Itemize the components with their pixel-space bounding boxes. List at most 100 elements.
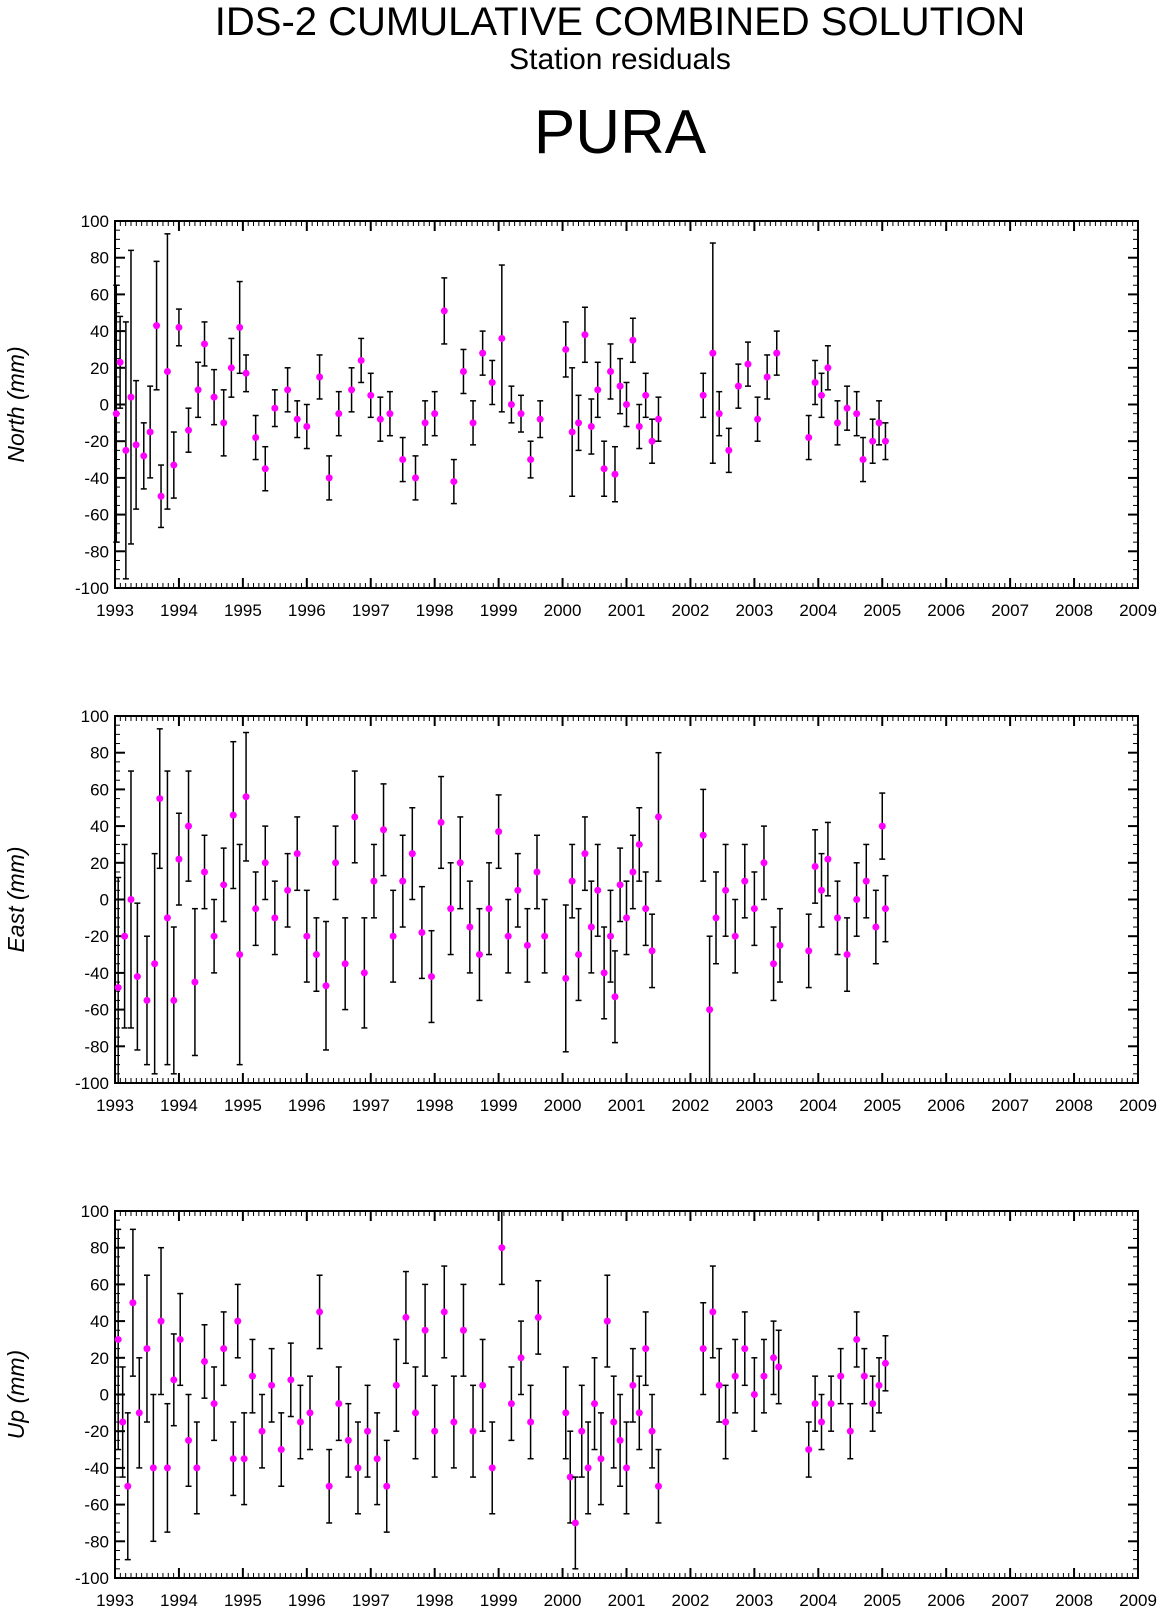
x-tick-label: 2001 [608,601,646,620]
data-point [129,1299,137,1307]
data-point [364,1427,372,1435]
data-point [412,1409,420,1417]
data-point [193,1464,201,1472]
data-point [296,1418,304,1426]
data-point [584,1464,592,1472]
data-point [603,1317,611,1325]
data-point [869,437,877,445]
data-point [642,905,650,913]
data-point [495,828,503,836]
y-tick-label: -20 [84,432,109,451]
data-point [153,322,161,330]
data-point [722,1418,730,1426]
x-tick-label: 2008 [1055,1591,1093,1610]
data-point [507,1400,515,1408]
data-point [846,1427,854,1435]
x-tick-label: 2004 [799,1591,837,1610]
data-point [776,941,784,949]
data-point [242,793,250,801]
data-point [185,1436,193,1444]
data-point [591,1400,599,1408]
data-point [600,969,608,977]
data-point [386,410,394,418]
data-point [760,1372,768,1380]
data-point [367,391,375,399]
data-point [284,886,292,894]
x-tick-label: 1998 [416,1096,454,1115]
data-point [818,886,826,894]
data-point [121,932,129,940]
data-point [699,1345,707,1353]
data-point [616,881,624,889]
data-point [600,465,608,473]
y-tick-label: 40 [90,322,109,341]
data-point [201,868,209,876]
data-point [236,951,244,959]
y-tick-label: -40 [84,1459,109,1478]
data-point [303,423,311,431]
data-point [741,877,749,885]
data-point [412,474,420,482]
data-point [571,1519,579,1527]
data-point [853,896,861,903]
data-point [427,973,435,981]
data-point [578,1427,586,1435]
y-tick-label: -100 [75,1074,109,1093]
data-point [562,974,570,982]
data-point [114,984,122,992]
data-point [715,410,723,418]
data-point [881,437,889,445]
x-tick-label: 2000 [544,601,582,620]
data-point [763,373,771,381]
data-point [475,951,483,959]
data-point [456,859,464,867]
data-point [380,826,388,834]
data-point [568,877,576,885]
data-point [348,386,356,394]
y-tick-label: 40 [90,1312,109,1331]
data-point [488,1464,496,1472]
data-point [325,1482,333,1490]
x-tick-label: 1993 [96,1096,134,1115]
data-point [325,474,333,482]
data-point [587,923,595,931]
data-point [261,859,269,867]
data-point [459,367,467,375]
data-point [648,947,656,955]
x-tick-label: 1999 [480,601,518,620]
data-point [805,1446,813,1454]
data-point [357,356,365,364]
data-point [709,1308,717,1316]
data-point [504,932,512,940]
data-point [699,831,707,839]
y-tick-label: -100 [75,579,109,598]
data-point [517,1354,525,1362]
y-tick-label: 20 [90,1349,109,1368]
x-tick-label: 1999 [480,1591,518,1610]
data-point [805,434,813,442]
x-tick-label: 2007 [991,1591,1029,1610]
x-tick-label: 2004 [799,1096,837,1115]
data-point [754,415,762,423]
data-point [507,401,515,408]
data-point [149,1464,157,1472]
chart-subtitle: Station residuals [509,43,731,76]
data-point [122,446,130,454]
x-tick-label: 2000 [544,1591,582,1610]
data-point [725,446,733,454]
data-point [498,1244,506,1252]
x-tick-label: 2002 [672,1096,710,1115]
x-tick-label: 1997 [352,1096,390,1115]
data-point [770,1354,778,1362]
plot-frame [114,1210,1139,1579]
data-point [775,1363,783,1371]
data-point [575,419,583,427]
data-point [611,470,619,478]
data-point [293,850,301,858]
data-point [654,415,662,423]
data-point [418,929,426,937]
x-tick-label: 1994 [160,1591,198,1610]
data-point [837,1372,845,1380]
data-point [534,1313,542,1321]
data-point [351,813,359,821]
